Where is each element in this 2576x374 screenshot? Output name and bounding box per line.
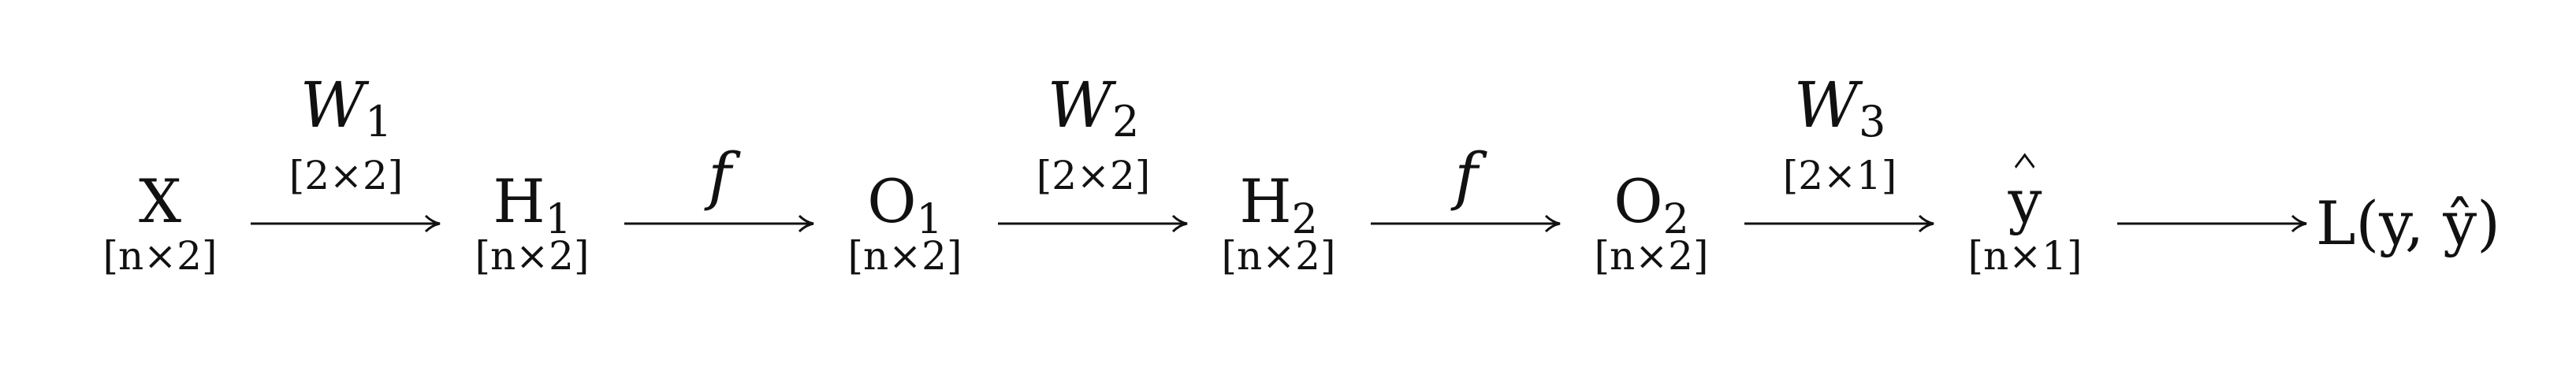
node-o1-symbol: O1 (867, 166, 943, 243)
arrow-icon (2117, 214, 2307, 233)
arrow-icon (1371, 214, 1561, 233)
node-h2-dimension: [n×2] (1221, 233, 1336, 279)
node-h2-symbol: H2 (1239, 166, 1318, 243)
node-o1-dimension: [n×2] (847, 233, 962, 279)
node-x-dimension: [n×2] (102, 233, 218, 279)
node-yhat: y [n×1] (1958, 172, 2092, 276)
node-x-symbol: X (138, 166, 182, 236)
edge-w3-label: W3 (1793, 69, 1886, 146)
loss-function: L(y, ŷ) (2316, 188, 2500, 258)
edge-w1-label: W1 (300, 69, 393, 146)
node-h2: H2 [n×2] (1212, 172, 1346, 276)
node-o1: O1 [n×2] (838, 172, 972, 276)
node-o2-dimension: [n×2] (1594, 233, 1709, 279)
node-yhat-dimension: [n×1] (1967, 233, 2083, 279)
node-yhat-symbol: y (2008, 166, 2042, 236)
arrow-icon (624, 214, 814, 233)
edge-w1-dimension: [2×2] (288, 153, 404, 198)
node-loss: L(y, ŷ) (2316, 194, 2537, 254)
node-o2: O2 [n×2] (1584, 172, 1718, 276)
node-h1-dimension: [n×2] (475, 233, 590, 279)
edge-f1-label: f (708, 139, 731, 213)
node-h1-symbol: H1 (493, 166, 571, 243)
node-o2-symbol: O2 (1614, 166, 1689, 243)
edge-w2-dimension: [2×2] (1036, 153, 1151, 198)
arrow-icon (251, 214, 441, 233)
arrow-icon (1744, 214, 1934, 233)
edge-f2-label: f (1454, 139, 1478, 213)
arrow-icon (998, 214, 1188, 233)
edge-w3-dimension: [2×1] (1782, 153, 1897, 198)
edge-w2-label: W2 (1047, 69, 1140, 146)
node-h1: H1 [n×2] (465, 172, 599, 276)
node-x: X [n×2] (93, 172, 227, 276)
